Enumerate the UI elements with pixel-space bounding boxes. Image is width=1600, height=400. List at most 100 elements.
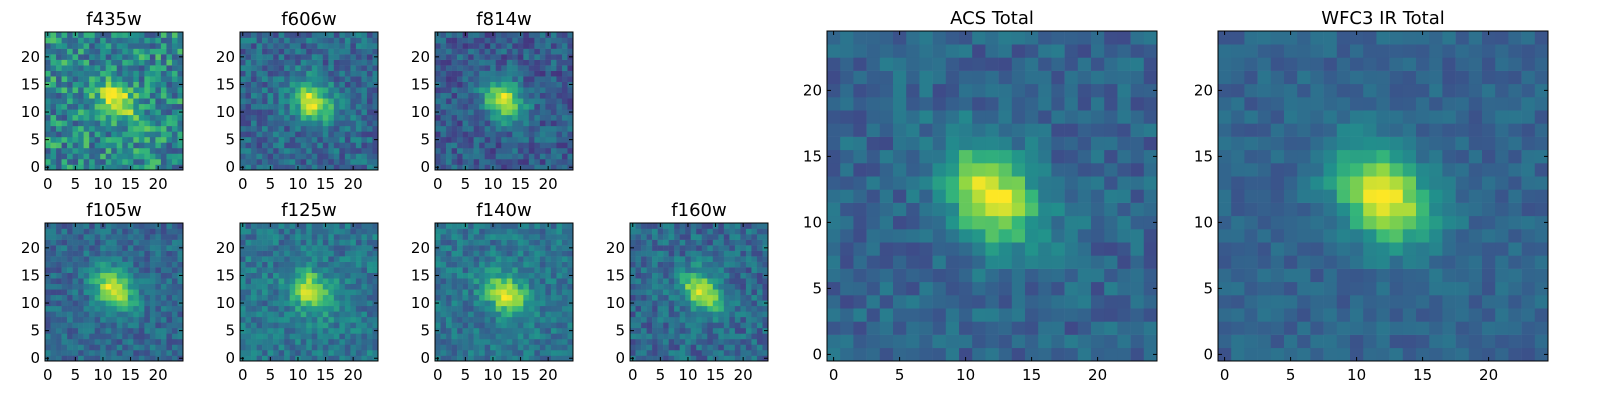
heatmap-cell [301,115,307,121]
heatmap-cell [262,159,268,165]
heatmap-cell [306,328,312,334]
heatmap-cell [636,273,642,279]
heatmap-cell [496,32,502,38]
heatmap-cell [551,115,557,121]
heatmap-cell [334,317,340,323]
heatmap-cell [62,137,68,143]
heatmap-cell [95,311,101,317]
heatmap-cell [339,289,345,295]
heatmap-cell [457,273,463,279]
heatmap-cell [474,104,480,110]
heatmap-cell [367,32,373,38]
heatmap-cell [647,251,653,257]
heatmap-cell [262,300,268,306]
heatmap-cell [512,278,518,284]
heatmap-cell [155,98,161,104]
heatmap-cell [501,344,507,350]
heatmap-cell [106,256,112,262]
heatmap-cell [284,126,290,132]
heatmap-cell [562,76,568,82]
heatmap-cell [323,267,329,273]
heatmap-cell [919,308,933,322]
heatmap-cell [512,295,518,301]
heatmap-cell [306,98,312,104]
heatmap-cell [680,284,686,290]
heatmap-cell [751,240,757,246]
heatmap-cell [317,54,323,60]
heatmap-cell [367,120,373,126]
heatmap-cell [658,251,664,257]
heatmap-cell [290,350,296,356]
heatmap-cell [323,148,329,154]
heatmap-cell [89,240,95,246]
heatmap-cell [273,93,279,99]
heatmap-cell [295,278,301,284]
heatmap-cell [545,43,551,49]
heatmap-cell [485,43,491,49]
heatmap-cell [507,49,513,55]
heatmap-cell [1051,335,1065,349]
heatmap-cell [290,223,296,229]
heatmap-cell [155,104,161,110]
heatmap-cell [312,229,318,235]
heatmap-cell [468,93,474,99]
heatmap-cell [268,322,274,328]
heatmap-cell [1131,242,1145,256]
heatmap-cell [273,295,279,301]
heatmap-cell [166,142,172,148]
heatmap-cell [334,32,340,38]
heatmap-cell [663,278,669,284]
heatmap-cell [51,289,57,295]
heatmap-cell [172,131,178,137]
heatmap-cell [334,93,340,99]
heatmap-cell [718,322,724,328]
heatmap-cell [534,278,540,284]
heatmap-cell [89,120,95,126]
heatmap-cell [441,104,447,110]
heatmap-cell [551,131,557,137]
heatmap-cell [177,32,183,38]
heatmap-cell [67,322,73,328]
heatmap-cell [479,137,485,143]
heatmap-cell [161,322,167,328]
heatmap-cell [372,153,378,159]
heatmap-cell [647,300,653,306]
heatmap-cell [273,38,279,44]
heatmap-cell [139,93,145,99]
heatmap-cell [161,245,167,251]
heatmap-cell [647,223,653,229]
y-tick-label: 20 [216,239,235,257]
heatmap-cell [111,142,117,148]
heatmap-cell [301,355,307,361]
heatmap-cell [356,295,362,301]
heatmap-cell [468,153,474,159]
heatmap-cell [273,289,279,295]
heatmap-cell [853,150,867,164]
heatmap-cell [551,98,557,104]
heatmap-cell [268,306,274,312]
heatmap-cell [62,284,68,290]
heatmap-cell [78,284,84,290]
heatmap-cell [479,311,485,317]
heatmap-cell [512,87,518,93]
heatmap-cell [150,142,156,148]
heatmap-cell [100,38,106,44]
heatmap-cell [306,159,312,165]
heatmap-cell [257,115,263,121]
heatmap-cell [512,300,518,306]
heatmap-cell [1131,189,1145,203]
heatmap-cell [161,137,167,143]
heatmap-cell [100,82,106,88]
heatmap-cell [757,262,763,268]
heatmap-cell [334,240,340,246]
heatmap-cell [972,282,986,296]
heatmap-cell [117,240,123,246]
heatmap-cell [827,269,841,283]
heatmap-cell [290,289,296,295]
heatmap-cell [334,267,340,273]
heatmap-cell [251,54,257,60]
heatmap-cell [312,104,318,110]
heatmap-cell [372,333,378,339]
heatmap-cell [729,311,735,317]
heatmap-cell [652,306,658,312]
